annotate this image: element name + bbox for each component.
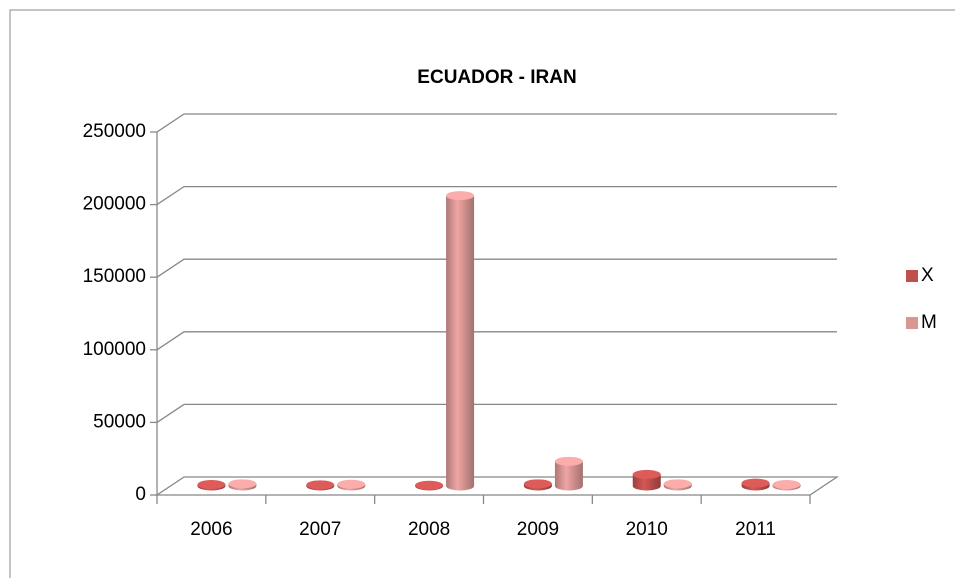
x-tick-label: 2009: [517, 519, 559, 540]
x-tick-label: 2010: [626, 519, 668, 540]
x-tick-label: 2011: [735, 519, 776, 540]
chart-title: ECUADOR - IRAN: [417, 67, 576, 88]
grid-line: [156, 331, 837, 351]
cylinder-top: [523, 479, 552, 489]
y-tick-label: 100000: [83, 339, 146, 360]
cylinder-top: [415, 480, 444, 490]
cylinder: [632, 474, 661, 491]
y-tick-label: 200000: [83, 194, 146, 215]
y-tick-label: 150000: [83, 266, 146, 287]
x-tick-label: 2006: [190, 519, 232, 540]
legend-label: M: [921, 312, 937, 333]
cylinder: [446, 195, 475, 491]
y-tick-label: 0: [135, 484, 146, 505]
cylinder-top: [772, 480, 801, 490]
cylinder-top: [554, 456, 583, 466]
chart-frame: [9, 9, 955, 578]
grid-line: [156, 403, 837, 423]
legend-swatch: [906, 270, 918, 282]
legend-label: X: [921, 265, 934, 286]
y-tick-label: 50000: [93, 411, 146, 432]
y-tick-label: 250000: [83, 121, 146, 142]
cylinder: [554, 461, 583, 491]
grid-line: [156, 185, 837, 206]
x-tick-label: 2008: [408, 519, 450, 540]
cylinder-top: [446, 191, 475, 201]
grid-line: [156, 258, 837, 278]
floor: [154, 476, 840, 496]
cylinder-top: [632, 469, 661, 479]
legend-swatch: [906, 317, 918, 329]
cylinder-top: [306, 480, 335, 490]
grid-line: [156, 113, 837, 133]
x-tick-label: 2007: [299, 519, 341, 540]
cylinder-top: [337, 479, 366, 489]
cylinder-top: [741, 478, 770, 488]
cylinder-top: [228, 479, 257, 489]
cylinder-top: [663, 479, 692, 489]
cylinder-top: [197, 480, 226, 490]
